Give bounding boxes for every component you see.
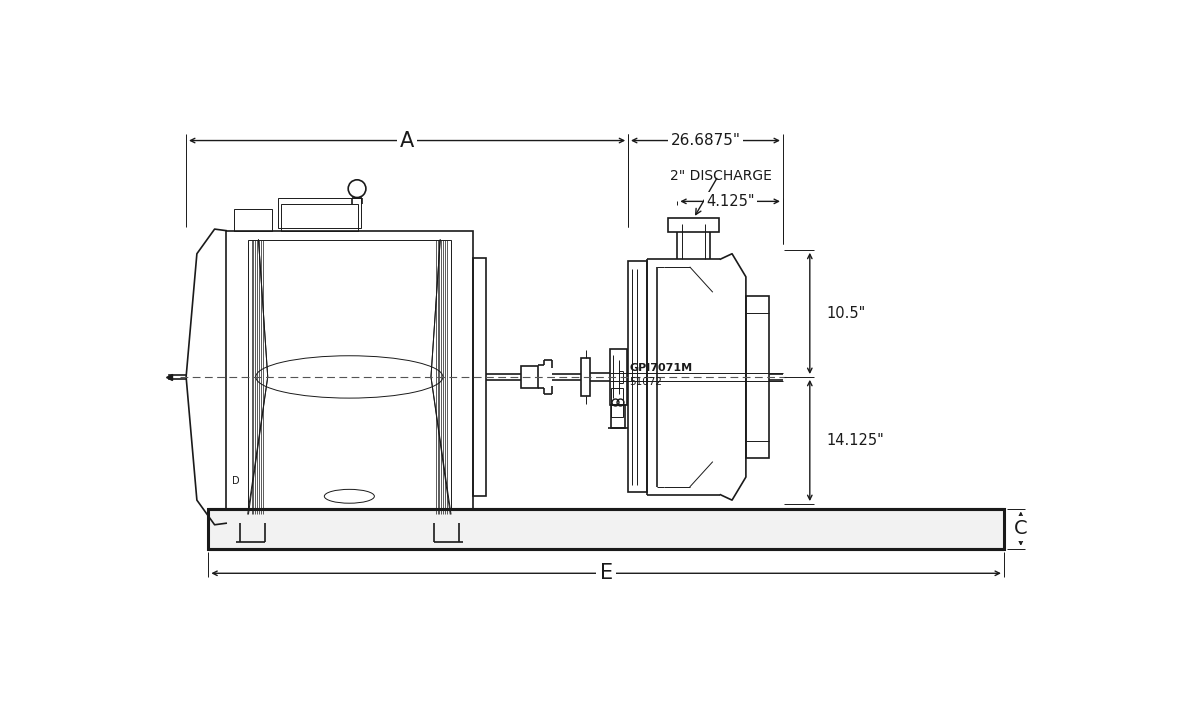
Bar xyxy=(668,218,719,232)
Bar xyxy=(628,261,647,492)
Text: 2" DISCHARGE: 2" DISCHARGE xyxy=(671,169,773,183)
Bar xyxy=(521,366,538,388)
Bar xyxy=(611,388,624,417)
Text: 4.125": 4.125" xyxy=(706,194,755,209)
Text: A: A xyxy=(400,131,414,151)
Text: 10.5": 10.5" xyxy=(827,306,866,321)
Bar xyxy=(209,508,1004,549)
Text: 14.125": 14.125" xyxy=(827,433,884,448)
Bar xyxy=(278,198,361,227)
Text: C: C xyxy=(1014,519,1027,538)
Bar xyxy=(581,357,590,396)
Text: GPI7071M: GPI7071M xyxy=(630,362,692,373)
Bar xyxy=(281,204,359,230)
Bar xyxy=(473,258,486,496)
Bar xyxy=(226,230,473,523)
Bar xyxy=(234,209,272,230)
Text: E: E xyxy=(600,563,613,583)
Bar xyxy=(247,240,451,514)
Bar xyxy=(746,296,769,458)
Bar xyxy=(611,404,625,427)
Text: 51072: 51072 xyxy=(630,377,662,386)
Text: 26.6875": 26.6875" xyxy=(671,133,740,148)
Text: D: D xyxy=(232,476,239,486)
Bar xyxy=(610,349,626,404)
